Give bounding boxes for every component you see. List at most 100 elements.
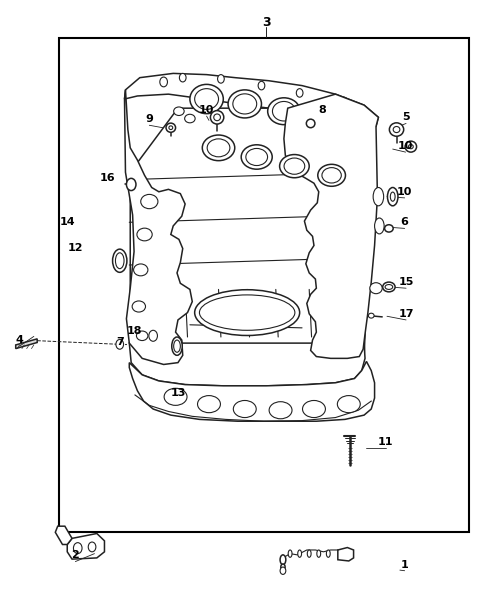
- Ellipse shape: [269, 402, 292, 419]
- Ellipse shape: [280, 154, 309, 178]
- Text: 4: 4: [15, 335, 24, 345]
- Ellipse shape: [374, 218, 384, 234]
- Ellipse shape: [137, 228, 152, 241]
- Ellipse shape: [373, 188, 384, 206]
- Polygon shape: [67, 533, 105, 559]
- Ellipse shape: [383, 282, 395, 292]
- Ellipse shape: [199, 295, 295, 330]
- Polygon shape: [130, 108, 365, 359]
- Circle shape: [126, 178, 136, 191]
- Circle shape: [341, 97, 348, 105]
- Ellipse shape: [326, 550, 330, 557]
- Ellipse shape: [207, 139, 230, 157]
- Text: 14: 14: [60, 217, 75, 227]
- Text: 1: 1: [401, 560, 408, 569]
- Polygon shape: [55, 526, 72, 544]
- Text: 15: 15: [398, 277, 414, 287]
- Text: 6: 6: [401, 217, 408, 227]
- Ellipse shape: [368, 313, 374, 318]
- Text: 18: 18: [126, 326, 142, 336]
- Ellipse shape: [195, 290, 300, 335]
- Ellipse shape: [185, 114, 195, 123]
- Text: 3: 3: [262, 17, 271, 29]
- Ellipse shape: [202, 135, 235, 161]
- Text: 7: 7: [116, 337, 124, 347]
- Polygon shape: [124, 90, 192, 365]
- Ellipse shape: [169, 126, 173, 129]
- Ellipse shape: [405, 141, 417, 152]
- Text: 8: 8: [318, 105, 326, 115]
- Ellipse shape: [174, 107, 184, 115]
- Circle shape: [280, 567, 286, 574]
- Ellipse shape: [133, 264, 148, 276]
- Ellipse shape: [281, 564, 285, 570]
- Ellipse shape: [228, 90, 262, 118]
- Ellipse shape: [132, 301, 145, 312]
- Text: 10: 10: [397, 187, 412, 197]
- Circle shape: [73, 543, 82, 554]
- Ellipse shape: [385, 284, 393, 289]
- Ellipse shape: [384, 225, 393, 232]
- Ellipse shape: [390, 192, 395, 201]
- Polygon shape: [124, 74, 378, 132]
- Ellipse shape: [370, 283, 382, 294]
- Text: 10: 10: [398, 141, 413, 151]
- Circle shape: [160, 77, 168, 87]
- Circle shape: [180, 74, 186, 82]
- Polygon shape: [338, 547, 354, 561]
- Ellipse shape: [210, 110, 224, 124]
- Ellipse shape: [198, 395, 220, 413]
- Ellipse shape: [164, 388, 187, 405]
- Text: 17: 17: [398, 309, 414, 319]
- Ellipse shape: [166, 123, 176, 132]
- Ellipse shape: [268, 98, 300, 124]
- Polygon shape: [129, 362, 374, 421]
- Ellipse shape: [233, 94, 257, 114]
- Polygon shape: [16, 339, 37, 349]
- Circle shape: [296, 89, 303, 97]
- Text: 11: 11: [378, 437, 393, 447]
- Text: 16: 16: [99, 173, 115, 183]
- Ellipse shape: [317, 550, 321, 557]
- Ellipse shape: [190, 85, 223, 113]
- Ellipse shape: [141, 194, 158, 208]
- Circle shape: [217, 75, 224, 83]
- Ellipse shape: [273, 102, 295, 121]
- Text: 9: 9: [145, 114, 153, 124]
- Ellipse shape: [302, 400, 325, 417]
- Ellipse shape: [307, 550, 311, 557]
- Ellipse shape: [214, 114, 220, 121]
- Text: 2: 2: [72, 550, 79, 560]
- Ellipse shape: [306, 119, 315, 128]
- Ellipse shape: [113, 249, 127, 272]
- Text: 10: 10: [199, 105, 214, 115]
- Circle shape: [116, 340, 123, 349]
- Circle shape: [258, 82, 265, 90]
- Ellipse shape: [312, 109, 333, 128]
- Ellipse shape: [116, 253, 124, 268]
- Ellipse shape: [174, 340, 180, 352]
- Ellipse shape: [284, 158, 305, 174]
- Polygon shape: [129, 343, 365, 386]
- Circle shape: [149, 330, 157, 341]
- Ellipse shape: [307, 105, 337, 131]
- Ellipse shape: [322, 167, 341, 183]
- Ellipse shape: [195, 89, 218, 109]
- Ellipse shape: [408, 145, 413, 149]
- Ellipse shape: [136, 331, 148, 341]
- Circle shape: [359, 107, 365, 115]
- Ellipse shape: [288, 550, 292, 557]
- Ellipse shape: [298, 550, 301, 557]
- Ellipse shape: [337, 395, 360, 413]
- Ellipse shape: [393, 126, 400, 132]
- Text: 5: 5: [402, 112, 410, 123]
- Text: 13: 13: [170, 388, 186, 398]
- Polygon shape: [284, 94, 378, 359]
- Ellipse shape: [172, 337, 182, 356]
- Ellipse shape: [241, 145, 272, 169]
- Ellipse shape: [389, 123, 404, 136]
- Ellipse shape: [246, 148, 267, 166]
- Text: 12: 12: [68, 243, 83, 253]
- Ellipse shape: [387, 188, 398, 206]
- Circle shape: [88, 542, 96, 552]
